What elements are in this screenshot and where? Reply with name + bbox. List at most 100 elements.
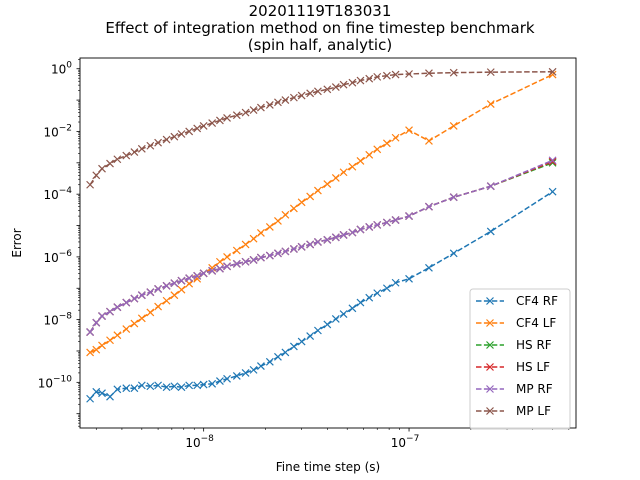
data-point (548, 187, 557, 196)
data-point (449, 68, 458, 77)
data-point (331, 83, 340, 92)
legend-marker (486, 297, 494, 305)
data-point (265, 251, 274, 260)
legend-label: MP RF (516, 382, 553, 396)
data-point (113, 155, 122, 164)
data-point (339, 310, 348, 319)
chart-title: 20201119T183031 Effect of integration met… (105, 2, 535, 54)
data-point (241, 240, 250, 249)
legend-label: HS RF (516, 338, 552, 352)
y-tick-label: 10−8 (43, 312, 72, 328)
data-point (425, 263, 433, 272)
series-cf4-rf (86, 187, 557, 403)
legend-marker (486, 363, 494, 371)
data-point (348, 304, 357, 313)
data-point (382, 284, 391, 293)
data-point (274, 352, 282, 361)
data-point (170, 382, 179, 391)
legend-item: MP LF (476, 404, 551, 418)
data-point (170, 291, 179, 300)
legend-box (469, 288, 571, 430)
data-point (306, 89, 315, 98)
data-point (256, 229, 265, 237)
axes-frame (79, 57, 577, 429)
data-point (256, 103, 265, 112)
data-point (193, 381, 202, 390)
data-point (208, 263, 217, 272)
data-point (281, 210, 290, 219)
data-point (98, 312, 106, 320)
data-point (208, 379, 217, 388)
data-point (486, 227, 495, 236)
data-point (154, 285, 163, 293)
data-point (106, 392, 114, 401)
data-point (137, 314, 146, 323)
legend-label: HS LF (516, 360, 550, 374)
data-point (449, 122, 458, 130)
data-point (199, 122, 208, 130)
data-point (486, 100, 495, 108)
data-point (199, 269, 208, 278)
data-point (215, 257, 224, 266)
y-tick-label: 10−6 (43, 249, 72, 265)
data-point (356, 76, 365, 85)
data-point (137, 144, 146, 153)
legend-item: CF4 LF (476, 316, 556, 330)
data-point (339, 168, 348, 177)
data-point (331, 315, 340, 323)
series-mp-rf (86, 156, 557, 337)
data-point (265, 357, 274, 366)
data-point (256, 362, 265, 371)
legend-item: MP RF (476, 382, 553, 396)
data-point (177, 285, 186, 294)
data-point (146, 288, 155, 297)
data-point (289, 204, 298, 213)
data-point (223, 114, 231, 122)
data-point (208, 266, 217, 275)
data-point (373, 72, 382, 81)
data-point (106, 159, 114, 168)
data-point (297, 91, 306, 100)
data-point (249, 234, 258, 243)
axis-ticks: 10−8 10−7 10−10 10−8 10−6 10−4 10−2 100 (38, 58, 570, 450)
data-point (281, 96, 290, 105)
series-mp-lf (86, 67, 557, 189)
data-point (113, 331, 122, 340)
data-point (391, 133, 400, 142)
data-point (548, 67, 557, 76)
data-point (113, 385, 122, 394)
data-point (365, 74, 374, 83)
data-point (289, 244, 298, 253)
data-point (323, 320, 332, 329)
data-point (146, 308, 155, 317)
data-point (331, 233, 340, 242)
data-point (548, 157, 557, 166)
data-point (106, 307, 114, 316)
data-point (449, 249, 458, 258)
legend-marker (486, 319, 494, 327)
legend-marker (486, 341, 494, 349)
y-tick-label: 10−10 (38, 374, 73, 390)
data-point (162, 135, 171, 144)
title-line: Effect of integration method on fine tim… (105, 19, 535, 37)
data-point (348, 162, 357, 171)
data-point (348, 228, 357, 237)
data-point (154, 381, 163, 390)
data-point (241, 257, 250, 266)
data-point (122, 151, 131, 160)
data-point (122, 298, 131, 307)
data-point (241, 108, 250, 117)
data-point (274, 249, 282, 258)
data-point (113, 303, 122, 312)
data-point (274, 217, 282, 225)
data-point (185, 279, 194, 288)
data-point (339, 231, 348, 239)
data-point (162, 281, 171, 290)
data-point (289, 342, 298, 351)
data-point (177, 130, 186, 138)
data-point (199, 380, 208, 389)
data-point (86, 394, 95, 403)
data-point (193, 271, 202, 280)
data-point (281, 348, 290, 357)
